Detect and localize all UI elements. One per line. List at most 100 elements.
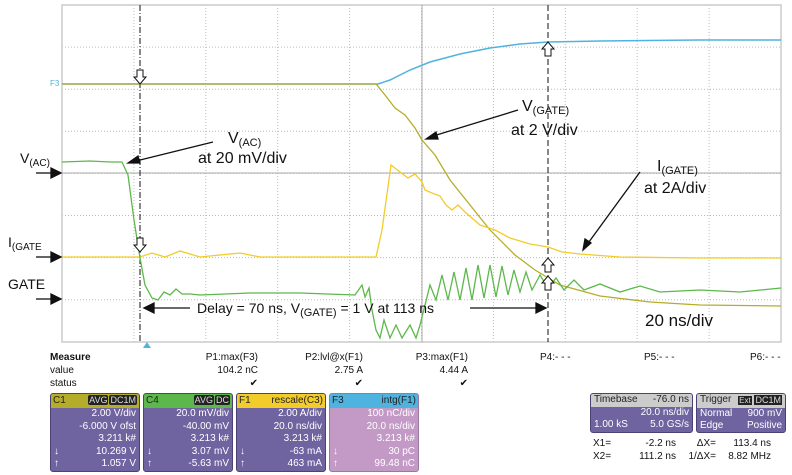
x1-value: -2.2 ns: [645, 438, 676, 449]
measure-p5[interactable]: P5:- - -: [644, 352, 675, 363]
igate-annotation: I(GATE): [657, 158, 698, 180]
trace-c1-vgate: [62, 83, 782, 307]
channel-c4-panel[interactable]: C4 AVG DC 20.0 mV/div -40.00 mV 3.213 k# ↓…: [143, 393, 233, 472]
min-icon: ↓: [240, 445, 245, 457]
c4-id: C4: [146, 394, 159, 406]
igate-sub: (GATE): [661, 165, 698, 177]
left-label-vac: V(AC): [20, 150, 50, 169]
delay-text-end: = 1 V at 113 ns: [336, 300, 435, 316]
c1-tag-avg: AVG: [88, 395, 109, 406]
trigger-mode: Normal: [700, 407, 733, 419]
max-icon: ↑: [54, 458, 59, 469]
x1-label: X1=: [593, 438, 612, 449]
igate-left-sub: (GATE: [11, 242, 42, 253]
delay-sub: (GATE): [300, 307, 337, 319]
p1-value: 104.2 nC: [217, 365, 258, 376]
f3-min: 30 pC: [388, 445, 415, 457]
trigger-label: Trigger: [700, 394, 732, 405]
p1-status-check-icon: ✔: [249, 378, 258, 389]
measure-p1[interactable]: P1:max(F3) 104.2 nC ✔: [188, 351, 258, 390]
trace-c4-vac: [61, 160, 782, 340]
f1-scale: 2.00 A/div: [278, 408, 322, 419]
c1-count: 3.211 k#: [98, 433, 136, 444]
c4-offset: -40.00 mV: [182, 420, 229, 432]
max-icon: ↑: [240, 458, 245, 469]
c4-max: -5.63 mV: [188, 458, 229, 469]
c1-scale: 2.00 V/div: [91, 408, 136, 419]
measure-row-value: value: [50, 365, 74, 376]
cursor-readout: X1= -2.2 ns ΔX= 113.4 ns X2= 111.2 ns 1/ΔX= 8.…: [593, 437, 771, 463]
f3-count: 3.213 k#: [376, 433, 415, 444]
trigger-position-marker: [143, 342, 151, 348]
f3-trace-marker: F3: [50, 79, 60, 88]
measure-p3[interactable]: P3:max(F1) 4.44 A ✔: [398, 351, 468, 390]
vac-scale: at 20 mV/div: [198, 150, 287, 167]
trace-f1-igate: [62, 163, 781, 259]
delay-annotation: Delay = 70 ns, V(GATE) = 1 V at 113 ns: [197, 299, 434, 322]
p3-name: P3:max(F1): [415, 352, 468, 363]
measure-labels: Measure value status: [50, 351, 91, 390]
timebase-samples: 1.00 kS: [594, 419, 628, 430]
vac-left-text: V: [20, 150, 30, 166]
igate-scale: at 2A/div: [644, 180, 707, 197]
timebase-label: Timebase: [594, 394, 638, 405]
c4-count: 3.213 k#: [190, 433, 229, 444]
p2-value: 2.75 A: [334, 365, 363, 376]
measure-title: Measure: [50, 352, 91, 363]
trigger-slope: Positive: [746, 420, 782, 431]
f3-scale: 100 nC/div: [367, 408, 415, 419]
measure-row-status: status: [50, 378, 77, 389]
measure-p6[interactable]: P6:- - -: [750, 352, 781, 363]
c1-offset: -6.000 V ofst: [79, 420, 136, 432]
max-icon: ↑: [147, 458, 152, 469]
timebase-panel[interactable]: Timebase -76.0 ns 20.0 ns/div 1.00 kS 5.0 …: [590, 393, 693, 433]
inv-dx-value: 8.82 MHz: [728, 451, 771, 462]
f1-max: 463 mA: [287, 458, 322, 469]
p2-name: P2:lvl@x(F1): [305, 352, 363, 363]
f3-timebase: 20.0 ns/div: [366, 420, 415, 432]
min-icon: ↓: [54, 445, 59, 457]
c4-tag-avg: AVG: [193, 395, 214, 406]
measure-p2[interactable]: P2:lvl@x(F1) 2.75 A ✔: [288, 351, 363, 390]
f3-function: intg(F1): [381, 394, 416, 406]
channel-c1-panel[interactable]: C1 AVG DC1M 2.00 V/div -6.000 V ofst 3.211…: [50, 393, 140, 472]
function-f1-panel[interactable]: F1 rescale(C3) 2.00 A/div 20.0 ns/div 3.2…: [236, 393, 326, 472]
vac-label: V: [228, 130, 239, 147]
min-icon: ↓: [147, 445, 152, 457]
inv-dx-label: 1/ΔX=: [688, 451, 716, 462]
f3-max: 99.48 nC: [374, 458, 415, 469]
p3-status-check-icon: ✔: [459, 378, 468, 389]
trigger-panel[interactable]: Trigger Ext DC1M Normal 900 mV Edge Positiv…: [696, 393, 786, 433]
vgate-scale: at 2 V/div: [511, 122, 578, 139]
trace-f3-charge: [62, 39, 781, 85]
left-label-gate: GATE: [8, 276, 46, 292]
igate-label: I: [657, 158, 662, 175]
f1-min: -63 mA: [289, 445, 322, 457]
trigger-tag-source: Ext: [738, 396, 752, 405]
vac-left-sub: (AC): [29, 158, 50, 169]
x2-value: 111.2 ns: [639, 451, 676, 462]
vgate-sub: (GATE): [532, 105, 570, 117]
c4-min: 3.07 mV: [191, 445, 229, 457]
min-icon: ↓: [333, 445, 338, 457]
x2-label: X2=: [593, 451, 612, 462]
max-icon: ↑: [333, 458, 338, 469]
c1-min: 10.269 V: [95, 445, 136, 457]
f1-count: 3.213 k#: [283, 433, 322, 444]
f1-timebase: 20.0 ns/div: [273, 420, 322, 432]
p3-value: 4.44 A: [439, 365, 468, 376]
timescale-annotation: 20 ns/div: [645, 311, 714, 330]
timebase-rate: 5.0 GS/s: [650, 419, 689, 430]
delay-text: Delay = 70 ns, V: [197, 300, 301, 316]
function-f3-panel[interactable]: F3 intg(F1) 100 nC/div 20.0 ns/div 3.213 …: [329, 393, 419, 472]
vgate-label: V: [522, 98, 533, 115]
p1-name: P1:max(F3): [205, 352, 258, 363]
measure-p4[interactable]: P4:- - -: [540, 352, 571, 363]
trigger-type: Edge: [700, 420, 724, 431]
timebase-delay: -76.0 ns: [652, 394, 689, 405]
cursor-marker-arrows: [132, 41, 556, 291]
left-label-igate: I(GATE: [8, 234, 42, 253]
c1-id: C1: [53, 394, 66, 406]
vgate-annotation: V(GATE): [522, 98, 569, 120]
annotation-arrows: [36, 109, 641, 315]
